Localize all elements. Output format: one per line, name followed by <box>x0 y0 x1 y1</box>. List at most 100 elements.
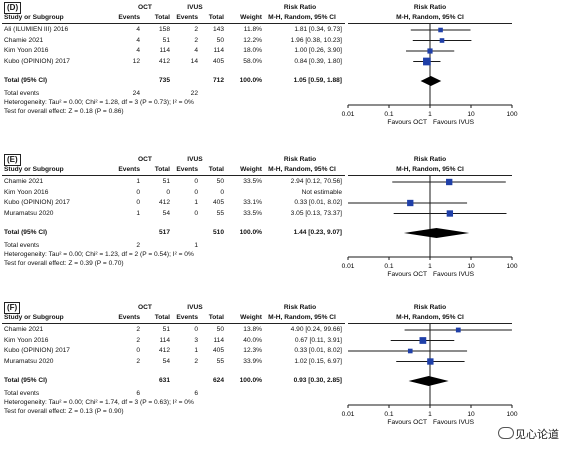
total-ci: 1.44 [0.23, 9.07] <box>293 229 342 236</box>
axis-tick-label: 100 <box>506 411 517 418</box>
col-weight: Weight <box>240 166 262 173</box>
weight-value: 33.5% <box>243 178 262 185</box>
total-ivus: 624 <box>212 377 224 384</box>
study-name: Kubo (OPINION) 2017 <box>4 199 70 206</box>
events-oct: 2 <box>136 357 140 365</box>
axis-tick-label: 100 <box>506 263 517 270</box>
favours-right-label: Favours IVUS <box>433 271 475 278</box>
total-events-label: Total events <box>4 242 40 249</box>
col-total-2: Total <box>208 14 224 21</box>
overall-effect-text: Test for overall effect: Z = 0.39 (P = 0… <box>4 260 124 267</box>
risk-ratio-ci: Not estimable <box>301 188 342 196</box>
col-total-1: Total <box>154 14 170 21</box>
col-total-1: Total <box>154 166 170 173</box>
events-oct: 1 <box>136 209 140 217</box>
weight-value: 33.9% <box>243 357 262 365</box>
panel-label: (E) <box>4 154 21 166</box>
axis-tick-label: 0.1 <box>384 263 393 270</box>
total-oct: 51 <box>162 178 170 185</box>
total-oct: 735 <box>158 77 170 84</box>
total-oct: 412 <box>158 199 170 206</box>
risk-ratio-ci: 0.33 [0.01, 8.02] <box>294 199 342 206</box>
total-oct: 114 <box>159 47 170 54</box>
col-study: Study or Subgroup <box>4 314 64 321</box>
study-name: Muramatsu 2020 <box>4 209 54 217</box>
pooled-diamond <box>403 228 470 238</box>
axis-tick-label: 10 <box>467 263 475 270</box>
group1-header: OCT <box>138 156 152 163</box>
risk-ratio-ci: 0.33 [0.01, 8.02] <box>294 347 342 354</box>
study-name: Kim Yoon 2016 <box>4 336 49 344</box>
col-study: Study or Subgroup <box>4 14 64 21</box>
risk-ratio-ci: 1.00 [0.26, 3.90] <box>294 47 342 54</box>
study-name: Kubo (OPINION) 2017 <box>4 347 70 354</box>
events-ivus: 3 <box>194 336 198 344</box>
group2-header: IVUS <box>187 304 203 311</box>
heterogeneity-text: Heterogeneity: Tau² = 0.00; Chi² = 1.28,… <box>4 99 194 106</box>
study-name: Muramatsu 2020 <box>4 357 54 365</box>
events-ivus: 0 <box>194 188 198 196</box>
forest-panel-e: (E) OCT IVUS Risk Ratio Risk Ratio Study or S… <box>0 152 585 302</box>
total-ivus: 510 <box>212 229 224 236</box>
events-ivus: 1 <box>194 199 198 206</box>
forest-plot: 0.01 0.1 1 10 100 Favours OCT Favours IVUS <box>342 176 518 278</box>
watermark-text: 见心论道 <box>515 429 559 441</box>
total-events-oct: 6 <box>136 390 140 397</box>
events-ivus: 0 <box>194 209 198 217</box>
header-rule <box>2 175 345 176</box>
overall-effect-text: Test for overall effect: Z = 0.13 (P = 0… <box>4 408 124 415</box>
point-estimate-square <box>419 337 427 344</box>
total-ivus: 55 <box>216 209 224 217</box>
total-events-oct: 2 <box>136 242 140 249</box>
effect-header: Risk Ratio <box>283 156 317 163</box>
effect-header: Risk Ratio <box>283 4 317 11</box>
study-name: Chamie 2021 <box>4 36 44 44</box>
total-weight: 100.0% <box>239 77 262 84</box>
forest-plot: 0.01 0.1 1 10 100 Favours OCT Favours IVUS <box>342 24 518 126</box>
forest-panel-f: (F) OCT IVUS Risk Ratio Risk Ratio Study or S… <box>0 300 585 450</box>
axis-tick-label: 1 <box>428 411 432 418</box>
events-ivus: 2 <box>194 36 198 44</box>
point-estimate-square <box>407 348 413 354</box>
favours-left-label: Favours OCT <box>387 419 427 426</box>
col-events-1: Events <box>118 314 140 321</box>
total-oct: 114 <box>159 336 170 344</box>
study-name: Kubo (OPINION) 2017 <box>4 57 70 65</box>
events-ivus: 4 <box>194 47 198 54</box>
total-weight: 100.0% <box>239 229 262 236</box>
total-events-ivus: 6 <box>194 390 198 397</box>
forest-plot: 0.01 0.1 1 10 100 Favours OCT Favours IVUS <box>342 324 518 426</box>
axis-tick-label: 10 <box>467 411 475 418</box>
axis-tick-label: 0.01 <box>342 411 355 418</box>
events-ivus: 2 <box>194 26 198 33</box>
weight-value: 33.1% <box>243 199 262 206</box>
risk-ratio-ci: 1.02 [0.15, 6.97] <box>294 357 342 365</box>
axis-tick-label: 100 <box>506 111 517 118</box>
total-oct: 517 <box>158 229 170 236</box>
events-oct: 0 <box>136 188 140 196</box>
effect-subheader: M-H, Random, 95% CI <box>268 14 336 21</box>
study-name: Kim Yoon 2016 <box>4 47 49 54</box>
risk-ratio-ci: 3.05 [0.13, 73.37] <box>290 209 342 217</box>
weight-value: 11.8% <box>243 26 262 33</box>
study-name: Chamie 2021 <box>4 326 44 333</box>
weight-value: 13.8% <box>243 326 262 333</box>
col-study: Study or Subgroup <box>4 166 64 173</box>
total-ivus: 712 <box>212 77 224 84</box>
plot-title: Risk Ratio <box>413 304 447 311</box>
total-events-ivus: 1 <box>194 242 198 249</box>
total-ivus: 405 <box>212 347 224 354</box>
heterogeneity-text: Heterogeneity: Tau² = 0.00; Chi² = 1.23,… <box>4 251 194 258</box>
events-ivus: 0 <box>194 326 198 333</box>
total-oct: 158 <box>158 26 170 33</box>
total-events-oct: 24 <box>132 90 140 97</box>
favours-right-label: Favours IVUS <box>433 119 475 126</box>
plot-title: Risk Ratio <box>413 156 447 163</box>
total-ivus: 405 <box>212 199 224 206</box>
events-oct: 0 <box>136 347 140 354</box>
favours-left-label: Favours OCT <box>387 119 427 126</box>
plot-header-rule <box>348 23 512 24</box>
total-events-ivus: 22 <box>190 90 198 97</box>
total-oct: 51 <box>162 36 170 44</box>
weight-value: 12.2% <box>243 36 262 44</box>
